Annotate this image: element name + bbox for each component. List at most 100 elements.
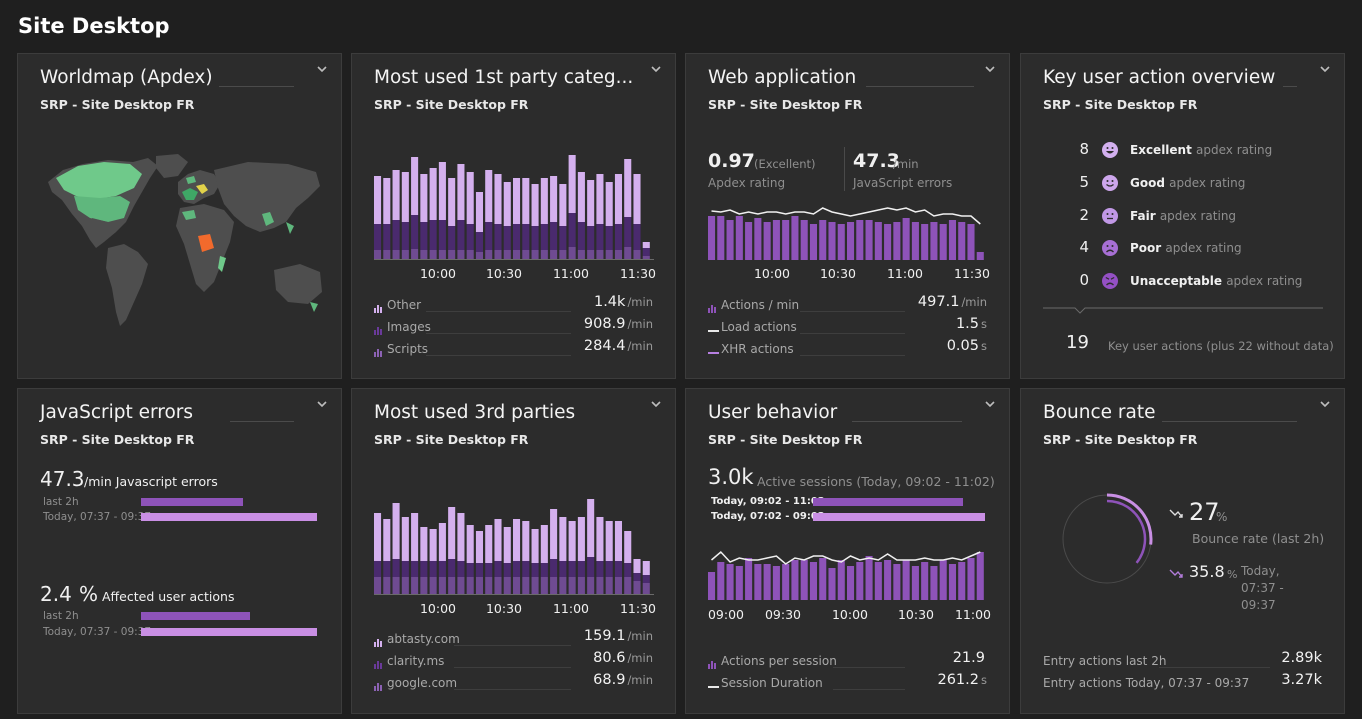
apdex-count: 8 (1079, 140, 1089, 158)
legend-item[interactable]: Actions per session 21.9 (708, 650, 987, 670)
chart-bar-segment (438, 577, 446, 595)
chart-bar-segment (411, 561, 419, 577)
stacked-bar-chart[interactable] (374, 148, 659, 260)
trend-down-icon (1169, 505, 1183, 524)
title-divider (1162, 421, 1297, 422)
legend-item[interactable]: XHR actions 0.05 s (708, 338, 987, 358)
chart-bar (911, 566, 919, 600)
last-2h-bar (141, 498, 243, 506)
tile-subtitle: SRP - Site Desktop FR (1043, 97, 1198, 112)
bar-line-chart[interactable] (708, 542, 993, 600)
title-divider (1283, 86, 1297, 87)
tile-first-party[interactable]: Most used 1st party categ... SRP - Site … (351, 53, 676, 379)
chart-bar-segment (624, 159, 632, 217)
legend-item[interactable]: abtasty.com 159.1/min (374, 628, 653, 648)
chart-bar-segment (605, 182, 613, 226)
chart-bar-segment (438, 523, 446, 561)
entry-actions-row[interactable]: Entry actions Today, 07:37 - 09:37 3.27k (1043, 672, 1322, 692)
chevron-down-icon[interactable] (1320, 401, 1330, 411)
chart-bar-segment (420, 561, 428, 577)
chart-bar-segment (605, 250, 613, 260)
chart-bar (717, 216, 725, 260)
tile-bounce-rate[interactable]: Bounce rate SRP - Site Desktop FR 27 % B… (1020, 388, 1345, 714)
chart-bar-segment (466, 563, 474, 577)
chevron-down-icon[interactable] (317, 66, 327, 76)
chart-bar (958, 222, 966, 260)
bounce-today-label: Today, (1241, 564, 1280, 578)
chart-bar-segment (383, 577, 391, 595)
chart-bar (809, 224, 817, 260)
chart-bar-segment (392, 250, 400, 260)
chart-bar-segment (633, 224, 641, 250)
chart-bar-segment (540, 250, 548, 260)
tile-title: Most used 3rd parties (374, 402, 576, 423)
legend-item[interactable]: Actions / min 497.1/min (708, 294, 987, 314)
bounce-today-label: 07:37 - (1241, 581, 1284, 595)
tile-user-behavior[interactable]: User behavior SRP - Site Desktop FR 3.0k… (685, 388, 1010, 714)
legend-item[interactable]: Scripts 284.4/min (374, 338, 653, 358)
chevron-down-icon[interactable] (317, 401, 327, 411)
chevron-down-icon[interactable] (651, 401, 661, 411)
chart-bar (726, 220, 734, 260)
js-errors-unit: /min (893, 157, 919, 171)
chart-bar-segment (633, 573, 641, 581)
chart-bar (930, 566, 938, 600)
line-icon (708, 346, 719, 354)
chart-bar-segment (633, 581, 641, 595)
chevron-down-icon[interactable] (1320, 66, 1330, 76)
bar-line-chart[interactable] (708, 200, 993, 260)
legend-item[interactable]: Other 1.4k/min (374, 294, 653, 314)
chart-bar (884, 224, 892, 260)
chart-bar-segment (587, 180, 595, 226)
tile-worldmap[interactable]: Worldmap (Apdex) SRP - Site Desktop FR (17, 53, 342, 379)
legend-item[interactable]: google.com 68.9/min (374, 672, 653, 692)
apdex-label: Fair (1130, 209, 1156, 223)
x-tick: 09:00 (707, 607, 745, 622)
chart-bar-segment (577, 172, 585, 222)
world-map[interactable] (38, 152, 328, 332)
chart-bar-segment (411, 577, 419, 595)
chart-bar-segment (401, 561, 409, 577)
apdex-suffix: apdex rating (1226, 274, 1303, 288)
chevron-down-icon[interactable] (985, 66, 995, 76)
chart-bar-segment (531, 226, 539, 250)
legend-value: 284.4 (583, 338, 626, 354)
entry-actions-row[interactable]: Entry actions last 2h 2.89k (1043, 650, 1322, 670)
chart-bar-segment (568, 521, 576, 561)
chart-bar (958, 562, 966, 600)
legend-item[interactable]: Images 908.9/min (374, 316, 653, 336)
chart-bar-segment (411, 249, 419, 260)
x-tick: 10:00 (419, 601, 457, 616)
chart-bar (782, 220, 790, 260)
tile-key-user-actions[interactable]: Key user action overview SRP - Site Desk… (1020, 53, 1345, 379)
stacked-bar-chart[interactable] (374, 483, 659, 595)
chart-bar-segment (605, 226, 613, 250)
chart-bar-segment (392, 220, 400, 250)
chart-bar-segment (448, 250, 456, 260)
chart-bar-segment (513, 519, 521, 561)
entry-actions-label: Entry actions Today, 07:37 - 09:37 (1043, 676, 1250, 690)
chart-bar (902, 218, 910, 260)
legend-value: 1.5 (955, 316, 979, 332)
tile-subtitle: SRP - Site Desktop FR (374, 97, 529, 112)
chart-bar-segment (475, 563, 483, 577)
legend-unit: /min (627, 629, 653, 643)
chart-bar-segment (522, 521, 530, 561)
tile-third-parties[interactable]: Most used 3rd parties SRP - Site Desktop… (351, 388, 676, 714)
chart-bar-segment (466, 525, 474, 563)
chart-bar-segment (587, 499, 595, 557)
chart-bar-segment (540, 577, 548, 595)
title-divider (219, 86, 294, 87)
legend-item[interactable]: clarity.ms 80.6/min (374, 650, 653, 670)
tile-javascript-errors[interactable]: JavaScript errors SRP - Site Desktop FR … (17, 388, 342, 714)
title-divider (852, 421, 962, 422)
chevron-down-icon[interactable] (985, 401, 995, 411)
tile-web-application[interactable]: Web application SRP - Site Desktop FR 0.… (685, 53, 1010, 379)
apdex-label: Poor (1130, 241, 1162, 255)
bar-chart-icon (708, 658, 717, 669)
legend-item[interactable]: Session Duration 261.2 s (708, 672, 987, 692)
tile-subtitle: SRP - Site Desktop FR (708, 432, 863, 447)
chevron-down-icon[interactable] (651, 66, 661, 76)
legend-item[interactable]: Load actions 1.5 s (708, 316, 987, 336)
chart-bar-segment (624, 563, 632, 577)
